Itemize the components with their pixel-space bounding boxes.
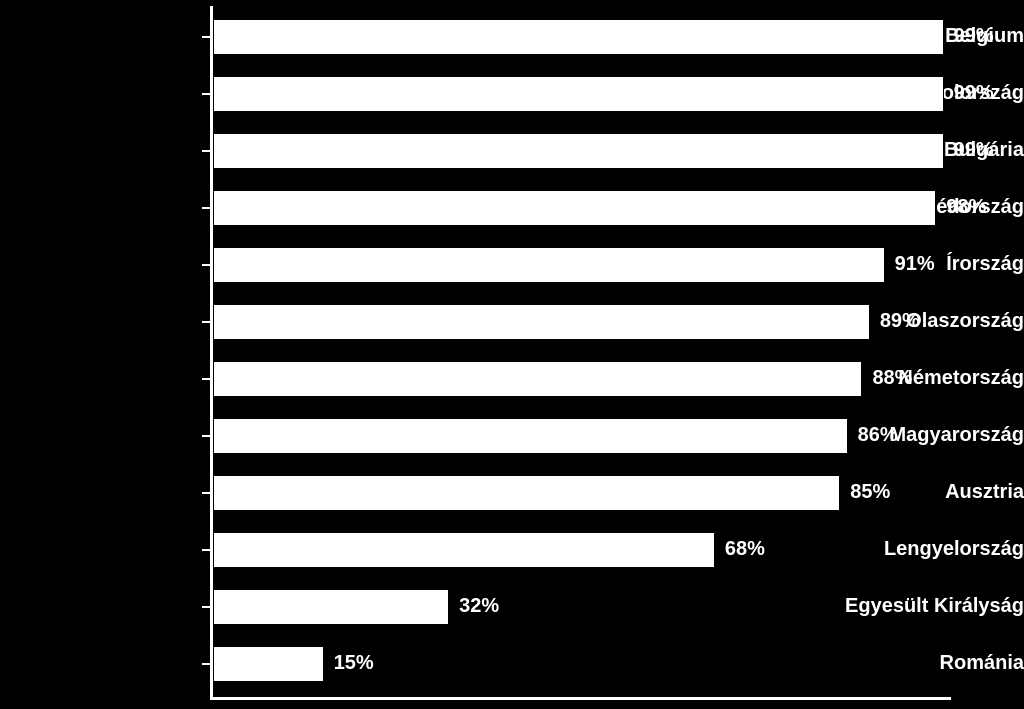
y-axis-tick — [202, 150, 210, 152]
y-axis-tick — [202, 549, 210, 551]
y-axis-tick — [202, 36, 210, 38]
bar — [213, 475, 840, 511]
category-label: Lengyelország — [826, 538, 1024, 561]
bar — [213, 76, 944, 112]
bar — [213, 646, 324, 682]
value-label: 15% — [334, 652, 374, 675]
value-label: 85% — [850, 481, 890, 504]
value-label: 99% — [954, 25, 994, 48]
bar — [213, 247, 885, 283]
y-axis-tick — [202, 663, 210, 665]
y-axis-tick — [202, 492, 210, 494]
value-label: 86% — [858, 424, 898, 447]
value-label: 91% — [895, 253, 935, 276]
bar — [213, 589, 449, 625]
y-axis-tick — [202, 321, 210, 323]
bar — [213, 304, 870, 340]
value-label: 98% — [946, 196, 986, 219]
value-label: 88% — [872, 367, 912, 390]
bar — [213, 532, 715, 568]
bar — [213, 418, 848, 454]
value-label: 68% — [725, 538, 765, 561]
value-label: 32% — [459, 595, 499, 618]
horizontal-bar-chart: Belgium99%Spanyolország99%Bulgária99%Své… — [0, 0, 1024, 709]
category-label: Magyarország — [826, 424, 1024, 447]
y-axis-tick — [202, 207, 210, 209]
y-axis-tick — [202, 606, 210, 608]
bar — [213, 361, 862, 397]
value-label: 99% — [954, 139, 994, 162]
value-label: 99% — [954, 82, 994, 105]
y-axis-tick — [202, 93, 210, 95]
bar — [213, 133, 944, 169]
y-axis-tick — [202, 378, 210, 380]
category-label: Románia — [826, 652, 1024, 675]
y-axis-tick — [202, 435, 210, 437]
bar — [213, 190, 936, 226]
value-label: 89% — [880, 310, 920, 333]
category-label: Egyesült Királyság — [826, 595, 1024, 618]
bar — [213, 19, 944, 55]
y-axis-tick — [202, 264, 210, 266]
x-axis-line — [210, 697, 951, 700]
